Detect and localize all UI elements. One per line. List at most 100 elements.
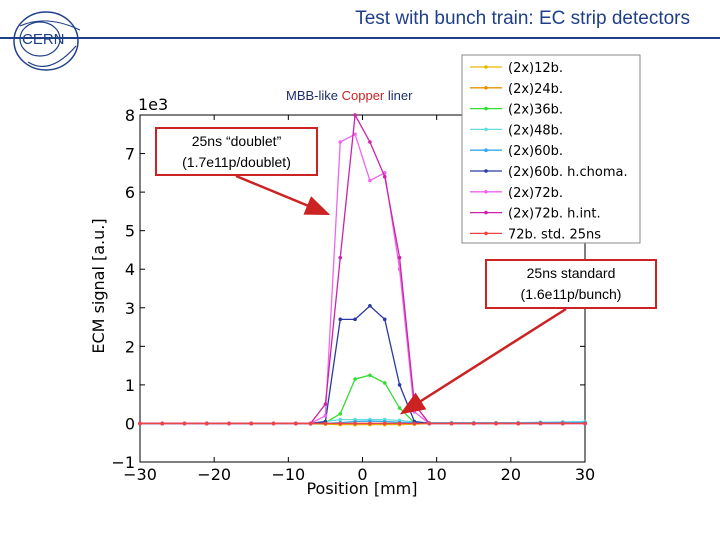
legend-marker bbox=[484, 210, 488, 215]
legend-item: (2x)72b. bbox=[470, 186, 563, 201]
y-multiplier: 1e3 bbox=[138, 95, 168, 114]
data-point bbox=[368, 178, 372, 183]
x-tick-label: −10 bbox=[271, 465, 305, 484]
data-point bbox=[382, 317, 387, 322]
callout-doublet-line2: (1.7e11p/doublet) bbox=[182, 154, 291, 170]
cern-logo: CERN bbox=[6, 6, 90, 82]
data-point bbox=[308, 421, 313, 426]
legend-marker bbox=[484, 106, 488, 111]
legend-item: (2x)24b. bbox=[470, 82, 563, 97]
data-point bbox=[368, 140, 372, 144]
callout-doublet: 25ns “doublet” (1.7e11p/doublet) bbox=[155, 127, 318, 176]
data-point bbox=[560, 421, 565, 426]
data-point bbox=[353, 421, 357, 426]
data-point bbox=[338, 255, 343, 260]
data-point bbox=[293, 421, 298, 426]
data-point bbox=[368, 421, 372, 426]
legend-marker bbox=[484, 148, 488, 152]
data-point bbox=[353, 377, 357, 381]
callout-standard: 25ns standard (1.6e11p/bunch) bbox=[485, 259, 657, 309]
series-5 bbox=[138, 304, 587, 426]
legend-item: (2x)48b. bbox=[470, 123, 563, 138]
legend-marker bbox=[484, 65, 488, 69]
legend-label: (2x)72b. bbox=[508, 186, 563, 201]
data-point bbox=[182, 421, 187, 426]
data-point bbox=[382, 421, 387, 426]
legend-marker bbox=[484, 127, 488, 132]
data-point bbox=[397, 406, 402, 410]
data-point bbox=[412, 410, 417, 414]
data-point bbox=[249, 421, 254, 426]
data-point bbox=[516, 421, 521, 426]
subtitle-prefix: MBB-like bbox=[286, 88, 342, 103]
legend-marker bbox=[484, 190, 488, 194]
x-tick-label: 0 bbox=[357, 465, 367, 484]
legend-label: (2x)24b. bbox=[508, 82, 563, 97]
data-point bbox=[397, 383, 402, 387]
y-tick-label: 0 bbox=[125, 414, 135, 433]
legend-item: (2x)72b. h.int. bbox=[470, 207, 601, 222]
callout-arrow-doublet bbox=[235, 174, 331, 216]
data-point bbox=[538, 421, 543, 426]
x-tick-label: 20 bbox=[501, 465, 521, 484]
legend-box bbox=[461, 54, 641, 244]
data-point bbox=[368, 304, 372, 308]
legend-marker bbox=[484, 86, 488, 90]
legend-label: (2x)72b. h.int. bbox=[508, 207, 601, 222]
header-divider bbox=[0, 37, 720, 39]
chart-subtitle: MBB-like Copper liner bbox=[286, 88, 412, 103]
x-tick-label: 30 bbox=[575, 465, 595, 484]
slide-title: Test with bunch train: EC strip detector… bbox=[355, 8, 690, 29]
legend-label: 72b. std. 25ns bbox=[508, 227, 601, 242]
data-point bbox=[338, 317, 343, 322]
y-tick-label: 4 bbox=[125, 260, 135, 279]
legend-label: (2x)60b. bbox=[508, 144, 563, 159]
data-point bbox=[271, 421, 276, 426]
data-point bbox=[323, 402, 328, 406]
data-point bbox=[583, 421, 587, 426]
data-point bbox=[338, 421, 343, 426]
legend-label: (2x)60b. h.choma. bbox=[508, 165, 628, 180]
y-tick-label: 2 bbox=[125, 337, 135, 356]
data-point bbox=[338, 140, 343, 144]
cern-logo-text: CERN bbox=[22, 31, 65, 48]
data-point bbox=[138, 421, 142, 426]
legend-marker bbox=[484, 169, 488, 173]
legend-marker bbox=[484, 231, 488, 236]
data-point bbox=[397, 421, 402, 426]
data-point bbox=[353, 132, 357, 137]
data-point bbox=[449, 421, 454, 426]
y-tick-label: 5 bbox=[125, 222, 135, 241]
data-point bbox=[227, 421, 231, 426]
data-point bbox=[382, 174, 387, 179]
y-tick-label: 3 bbox=[125, 299, 135, 318]
data-point bbox=[397, 255, 402, 260]
data-point bbox=[494, 421, 498, 426]
legend-item: (2x)12b. bbox=[470, 61, 563, 76]
series-line bbox=[140, 374, 585, 425]
legend-item: 72b. std. 25ns bbox=[470, 227, 601, 242]
callout-arrow-standard bbox=[399, 307, 567, 415]
series-2 bbox=[138, 373, 587, 426]
data-point bbox=[427, 421, 432, 426]
data-point bbox=[323, 413, 328, 418]
legend-item: (2x)60b. h.choma. bbox=[470, 165, 628, 180]
series-line bbox=[140, 304, 585, 425]
x-axis-label: Position [mm] bbox=[306, 479, 417, 498]
data-point bbox=[160, 421, 165, 426]
x-tick-label: 10 bbox=[426, 465, 446, 484]
y-tick-label: 8 bbox=[125, 106, 135, 125]
callout-standard-line1: 25ns standard bbox=[526, 265, 616, 281]
x-tick-label: −20 bbox=[197, 465, 231, 484]
legend-label: (2x)12b. bbox=[508, 61, 563, 76]
legend-label: (2x)36b. bbox=[508, 103, 563, 118]
y-tick-label: −1 bbox=[111, 453, 135, 472]
y-tick-label: 7 bbox=[125, 145, 135, 164]
data-point bbox=[353, 317, 357, 322]
y-tick-label: 6 bbox=[125, 183, 135, 202]
x-tick-label: −30 bbox=[123, 465, 157, 484]
data-point bbox=[353, 113, 357, 117]
data-point bbox=[412, 421, 417, 426]
legend-item: (2x)36b. bbox=[470, 103, 563, 118]
